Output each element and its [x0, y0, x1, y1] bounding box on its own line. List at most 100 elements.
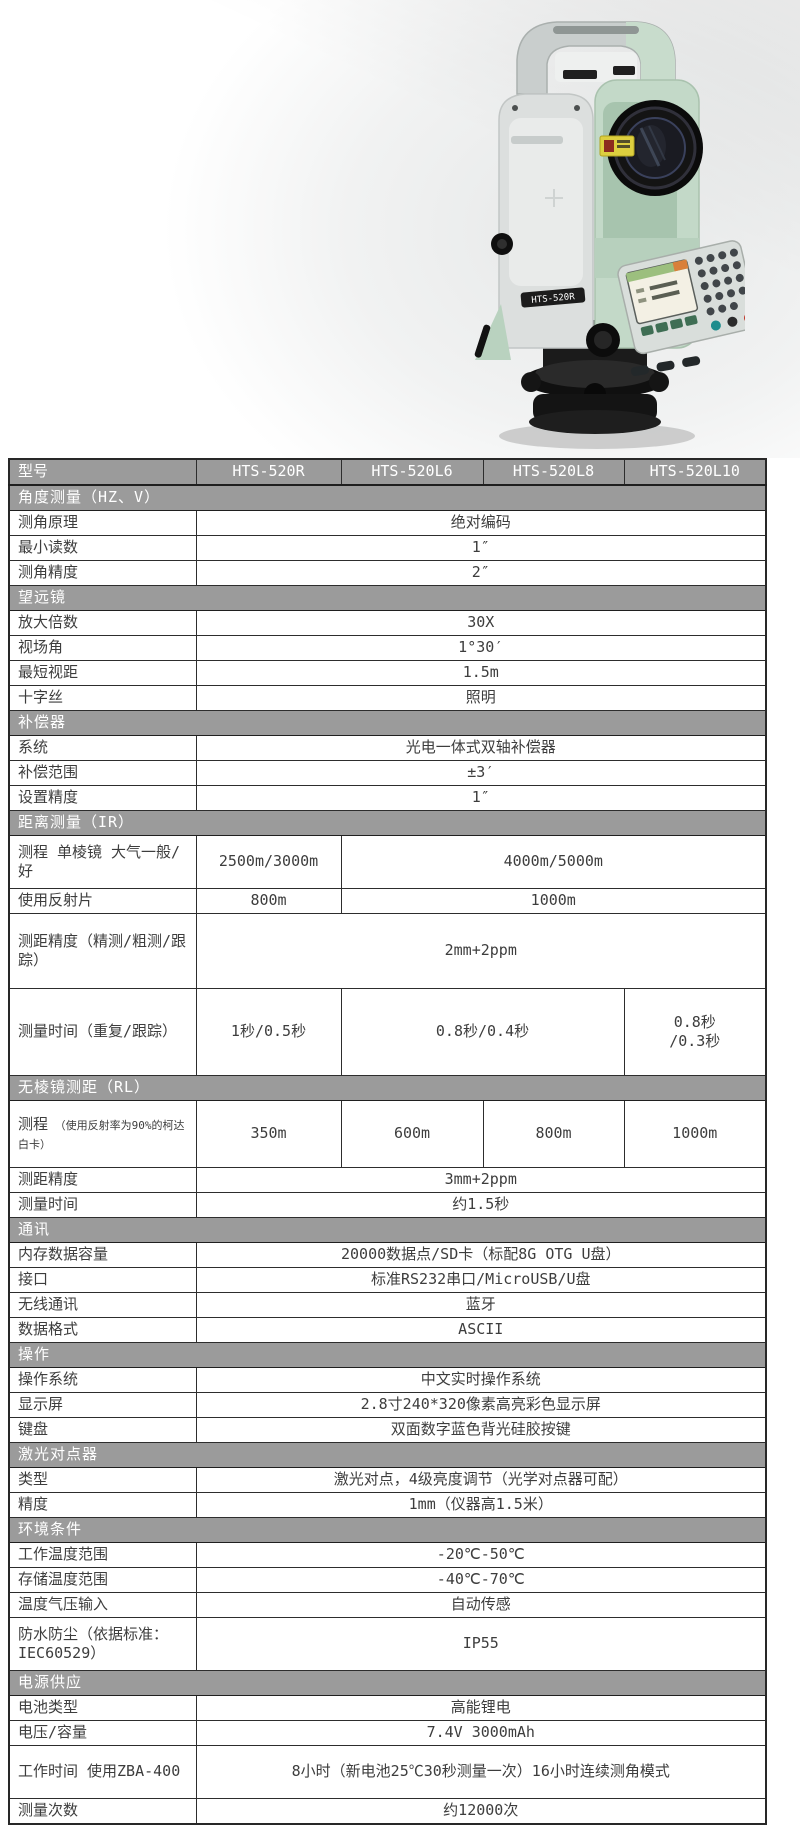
- section-header-row: 角度测量（HZ、V）: [8, 484, 767, 511]
- spec-row: 内存数据容量 20000数据点/SD卡（标配8G OTG U盘）: [8, 1242, 767, 1268]
- spec-value-cell: 激光对点，4级亮度调节（光学对点器可配）: [195, 1467, 767, 1493]
- section-header-row: 望远镜: [8, 585, 767, 611]
- section-header-row: 电源供应: [8, 1670, 767, 1696]
- spec-value-cell: 800m: [482, 1100, 625, 1168]
- model-column-header: HTS-520L8: [482, 458, 625, 486]
- spec-value-cell: 照明: [195, 685, 767, 711]
- section-title: 操作: [8, 1342, 767, 1368]
- spec-row: 最小读数 1″: [8, 535, 767, 561]
- spec-label-cell: 测距精度（精测/粗测/跟踪）: [8, 913, 197, 989]
- spec-value-cell: 1″: [195, 785, 767, 811]
- spec-value-cell: IP55: [195, 1617, 767, 1671]
- spec-row: 使用反射片 800m 1000m: [8, 888, 767, 914]
- instrument-lens: [607, 100, 703, 196]
- instrument-left-support: [474, 93, 594, 360]
- spec-value-cell: 350m: [195, 1100, 342, 1168]
- spec-value-cell: 4000m/5000m: [340, 835, 767, 889]
- section-header-row: 距离测量（IR）: [8, 810, 767, 836]
- spec-label-cell: 测量时间（重复/跟踪）: [8, 988, 197, 1076]
- section-title: 补偿器: [8, 710, 767, 736]
- section-header-row: 激光对点器: [8, 1442, 767, 1468]
- instrument-handle: [516, 21, 676, 95]
- spec-label-cell: 测量次数: [8, 1798, 197, 1825]
- spec-label-cell: 测距精度: [8, 1167, 197, 1193]
- spec-row: 数据格式 ASCII: [8, 1317, 767, 1343]
- spec-label-cell: 视场角: [8, 635, 197, 661]
- spec-row: 显示屏 2.8寸240*320像素高亮彩色显示屏: [8, 1392, 767, 1418]
- spec-label-cell: 补偿范围: [8, 760, 197, 786]
- spec-label-cell: 使用反射片: [8, 888, 197, 914]
- spec-label-cell: 最短视距: [8, 660, 197, 686]
- spec-value-cell: 1°30′: [195, 635, 767, 661]
- spec-row: 测量时间 约1.5秒: [8, 1192, 767, 1218]
- spec-row: 测距精度（精测/粗测/跟踪） 2mm+2ppm: [8, 913, 767, 989]
- product-photo: HTS-520R: [474, 21, 745, 449]
- spec-row: 测量时间（重复/跟踪） 1秒/0.5秒 0.8秒/0.4秒 0.8秒 /0.3秒: [8, 988, 767, 1076]
- spec-value-cell: -20℃-50℃: [195, 1542, 767, 1568]
- spec-row: 存储温度范围 -40℃-70℃: [8, 1567, 767, 1593]
- spec-value-cell: 30X: [195, 610, 767, 636]
- model-column-header: HTS-520R: [195, 458, 342, 486]
- spec-row: 测角精度 2″: [8, 560, 767, 586]
- spec-row: 测程 （使用反射率为90%的柯达白卡） 350m 600m 800m 1000m: [8, 1100, 767, 1168]
- spec-value-cell: 0.8秒 /0.3秒: [623, 988, 767, 1076]
- section-title: 望远镜: [8, 585, 767, 611]
- spec-label-cell: 测角精度: [8, 560, 197, 586]
- spec-row: 测角原理 绝对编码: [8, 510, 767, 536]
- spec-label-cell: 类型: [8, 1467, 197, 1493]
- spec-value-cell: 0.8秒/0.4秒: [340, 988, 625, 1076]
- section-title: 角度测量（HZ、V）: [8, 484, 767, 511]
- keypad-function-keys: [640, 315, 698, 336]
- spec-label-cell: 测程 （使用反射率为90%的柯达白卡）: [8, 1100, 197, 1168]
- spec-value-cell: 蓝牙: [195, 1292, 767, 1318]
- keypad-key-dark: [727, 316, 738, 327]
- spec-label-cell: 工作温度范围: [8, 1542, 197, 1568]
- spec-value-cell: 标准RS232串口/MicroUSB/U盘: [195, 1267, 767, 1293]
- focus-knob: [586, 323, 620, 357]
- spec-label-cell: 防水防尘（依据标准：IEC60529）: [8, 1617, 197, 1671]
- section-title: 距离测量（IR）: [8, 810, 767, 836]
- instrument-keypad: [617, 240, 745, 355]
- product-model-label-text: HTS-520R: [531, 292, 576, 306]
- spec-label-cell: 系统: [8, 735, 197, 761]
- spec-value-cell: 1000m: [623, 1100, 767, 1168]
- spec-label-cell: 接口: [8, 1267, 197, 1293]
- section-title: 激光对点器: [8, 1442, 767, 1468]
- spec-row: 类型 激光对点，4级亮度调节（光学对点器可配）: [8, 1467, 767, 1493]
- section-header-row: 无棱镜测距（RL）: [8, 1075, 767, 1101]
- spec-row: 设置精度 1″: [8, 785, 767, 811]
- spec-label-cell: 无线通讯: [8, 1292, 197, 1318]
- spec-value-cell: 3mm+2ppm: [195, 1167, 767, 1193]
- section-header-row: 环境条件: [8, 1517, 767, 1543]
- spec-value-cell: 1000m: [340, 888, 767, 914]
- spec-value-cell: 1秒/0.5秒: [195, 988, 342, 1076]
- spec-label-cell: 电压/容量: [8, 1720, 197, 1746]
- spec-value-cell: ±3′: [195, 760, 767, 786]
- spec-value-cell: 2mm+2ppm: [195, 913, 767, 989]
- spec-label-cell: 十字丝: [8, 685, 197, 711]
- spec-label-cell: 存储温度范围: [8, 1567, 197, 1593]
- spec-row: 十字丝 照明: [8, 685, 767, 711]
- model-column-header: HTS-520L10: [623, 458, 767, 486]
- spec-row: 操作系统 中文实时操作系统: [8, 1367, 767, 1393]
- spec-value-cell: 8小时（新电池25℃30秒测量一次）16小时连续测角模式: [195, 1745, 767, 1799]
- spec-value-cell: 1.5m: [195, 660, 767, 686]
- product-photo-area: HTS-520R: [0, 0, 800, 458]
- product-model-label: HTS-520R: [520, 287, 586, 308]
- warning-sticker-icon: [599, 135, 635, 157]
- spec-value-cell: 20000数据点/SD卡（标配8G OTG U盘）: [195, 1242, 767, 1268]
- spec-label-cell: 测角原理: [8, 510, 197, 536]
- spec-value-cell: 7.4V 3000mAh: [195, 1720, 767, 1746]
- spec-value-cell: 1″: [195, 535, 767, 561]
- model-header-row: 型号 HTS-520R HTS-520L6 HTS-520L8 HTS-520L10: [8, 458, 767, 486]
- spec-row: 测程 单棱镜 大气一般/好 2500m/3000m 4000m/5000m: [8, 835, 767, 889]
- spec-row: 键盘 双面数字蓝色背光硅胶按键: [8, 1417, 767, 1443]
- spec-label-cell: 内存数据容量: [8, 1242, 197, 1268]
- spec-row: 放大倍数 30X: [8, 610, 767, 636]
- spec-label-cell: 数据格式: [8, 1317, 197, 1343]
- spec-row: 测距精度 3mm+2ppm: [8, 1167, 767, 1193]
- spec-row: 精度 1mm（仪器高1.5米）: [8, 1492, 767, 1518]
- spec-value-cell: 自动传感: [195, 1592, 767, 1618]
- section-title: 通讯: [8, 1217, 767, 1243]
- spec-table: 型号 HTS-520R HTS-520L6 HTS-520L8 HTS-520L10 角度…: [8, 458, 767, 1825]
